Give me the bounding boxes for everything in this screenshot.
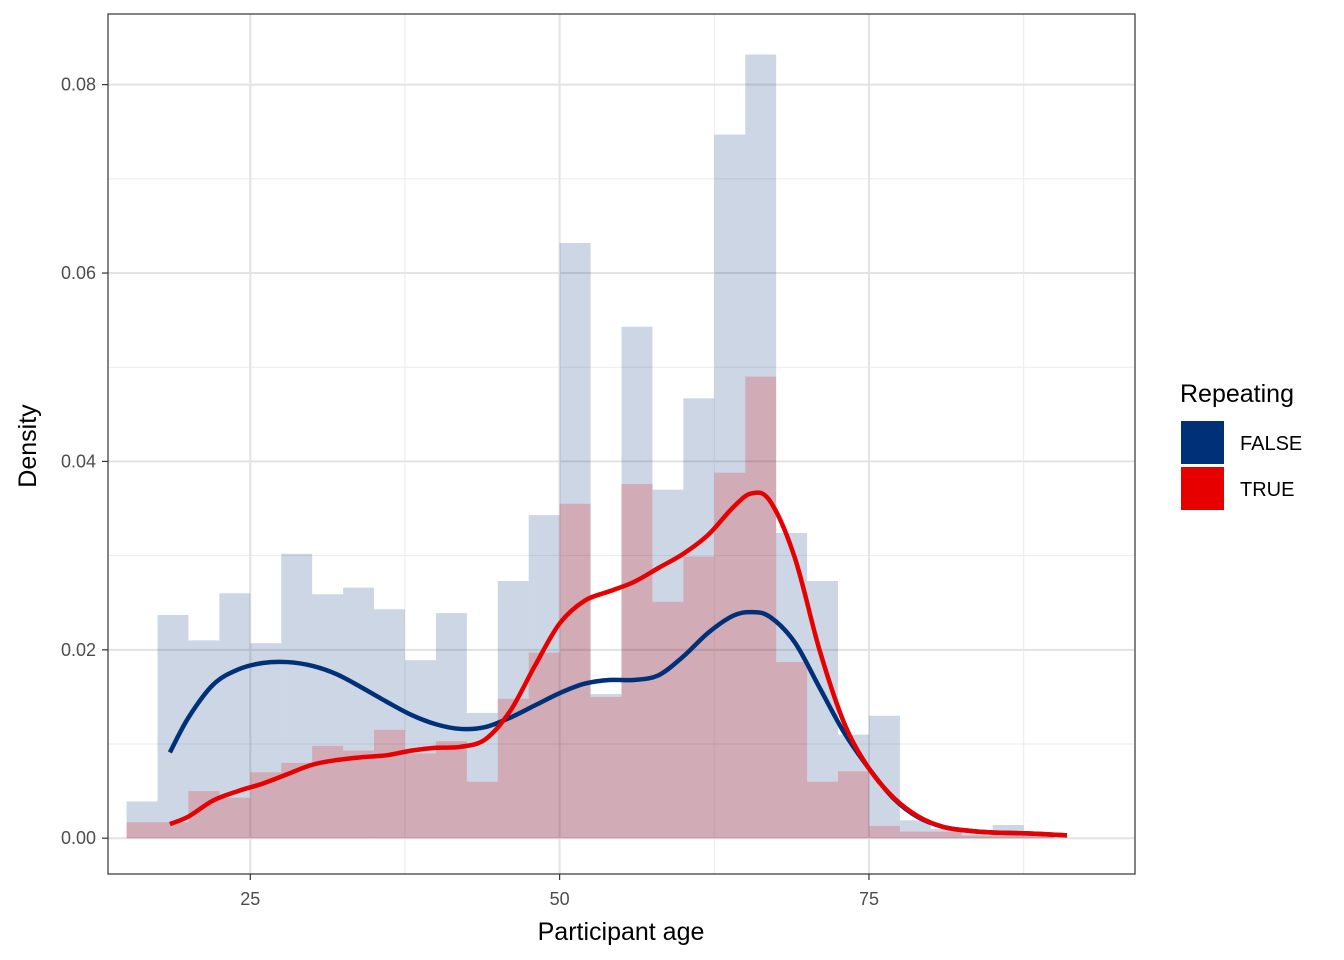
histogram-bar-true <box>621 484 653 839</box>
histogram-bar-true <box>559 503 591 839</box>
x-tick-label: 75 <box>859 889 879 909</box>
histogram-bar-true <box>126 822 158 839</box>
x-axis-title: Participant age <box>538 918 705 946</box>
histogram-bar-true <box>683 556 715 839</box>
histogram-bar-true <box>343 750 375 839</box>
y-tick-label: 0.08 <box>61 75 96 95</box>
histogram-bar-false <box>714 134 746 839</box>
x-tick-label: 25 <box>240 889 260 909</box>
histogram-true <box>126 376 1055 839</box>
histogram-bar-false <box>343 587 375 839</box>
histogram-bar-false <box>559 242 591 839</box>
histogram-bar-true <box>992 834 1024 839</box>
histogram-bar-false <box>899 820 931 839</box>
histogram-bar-true <box>776 662 808 839</box>
histogram-bar-true <box>838 771 869 839</box>
x-tick-label: 50 <box>550 889 570 909</box>
histogram-bar-true <box>590 696 622 839</box>
histogram-bar-true <box>745 376 777 839</box>
histogram-bar-true <box>466 781 498 839</box>
histogram-bar-false <box>683 398 715 839</box>
histogram-bar-false <box>590 694 622 839</box>
legend-label-false: FALSE <box>1240 433 1302 455</box>
histogram-bar-true <box>528 652 560 839</box>
density-line-true <box>169 490 1068 838</box>
histogram-bar-true <box>807 781 839 839</box>
y-tick-label: 0.06 <box>61 263 96 283</box>
y-tick-label: 0.00 <box>61 828 96 848</box>
histogram-bar-true <box>961 835 993 839</box>
panel-border <box>107 13 1136 875</box>
histogram-bar-false <box>312 594 344 839</box>
histogram-bar-false <box>1023 834 1055 839</box>
histogram-bar-false <box>126 801 158 839</box>
histogram-bar-true <box>714 472 746 839</box>
histogram-bar-true <box>868 825 900 839</box>
histogram-bar-true <box>652 601 684 839</box>
histogram-false <box>126 54 1055 839</box>
histogram-bar-true <box>374 729 405 839</box>
histogram-bar-false <box>961 831 993 839</box>
histogram-bar-false <box>652 489 684 839</box>
legend-title: Repeating <box>1180 380 1294 408</box>
legend-key-true <box>1181 467 1224 510</box>
histogram-bar-false <box>281 553 313 839</box>
legend: Repeating FALSE TRUE <box>1180 380 1302 510</box>
y-axis-title: Density <box>14 404 42 488</box>
legend-key-false <box>1181 421 1224 464</box>
histogram-bar-true <box>157 822 189 839</box>
y-tick-label: 0.04 <box>61 451 96 471</box>
y-tick-label: 0.02 <box>61 640 96 660</box>
histogram-bar-false <box>374 609 405 839</box>
histogram-bar-true <box>219 797 251 839</box>
histogram-bar-true <box>899 831 931 839</box>
histogram-bar-false <box>528 515 560 839</box>
legend-label-true: TRUE <box>1240 479 1294 501</box>
plot-area: 25 50 75 0.00 0.02 0.04 0.06 0.08 <box>61 13 1136 909</box>
histogram-bar-true <box>435 741 467 839</box>
histogram-bar-false <box>838 734 869 839</box>
histogram-bar-false <box>930 828 962 839</box>
histogram-bar-true <box>404 753 436 839</box>
histogram-bar-false <box>250 643 282 839</box>
histogram-bar-true <box>930 831 962 839</box>
histogram-bar-false <box>745 54 777 839</box>
